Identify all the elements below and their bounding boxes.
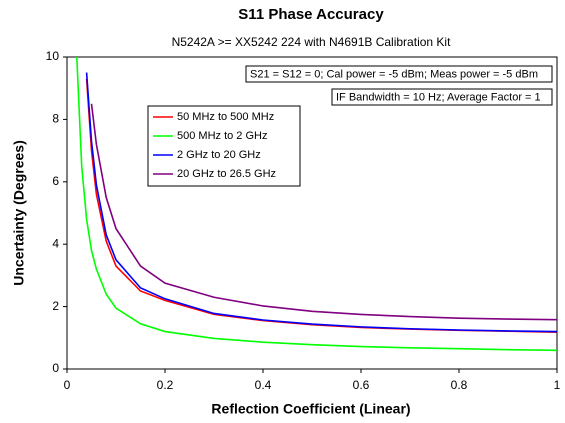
legend-label: 2 GHz to 20 GHz	[177, 149, 261, 161]
y-tick-label: 6	[52, 174, 59, 188]
annotation: S21 = S12 = 0; Cal power = -5 dBm; Meas …	[250, 68, 538, 80]
annotation-box	[245, 65, 553, 83]
x-tick-label: 0.6	[353, 378, 370, 392]
y-axis-label: Uncertainty (Degrees)	[11, 140, 27, 286]
y-tick-label: 10	[46, 49, 60, 63]
y-tick-label: 4	[52, 236, 59, 250]
legend-label: 50 MHz to 500 MHz	[177, 111, 274, 123]
series-line	[90, 103, 558, 321]
series-line	[85, 72, 558, 333]
y-tick-label: 2	[52, 299, 59, 313]
x-tick-label: 0.4	[255, 378, 272, 392]
annotation-box	[331, 88, 553, 106]
x-tick-label: 1	[554, 378, 561, 392]
y-tick-label: 8	[52, 112, 59, 126]
legend-label: 500 MHz to 2 GHz	[177, 130, 267, 142]
x-axis-label: Reflection Coefficient (Linear)	[211, 401, 410, 417]
x-tick-label: 0.2	[157, 378, 174, 392]
chart-title: S11 Phase Accuracy	[238, 6, 384, 23]
series-line	[76, 56, 558, 352]
x-tick-label: 0	[64, 378, 71, 392]
x-tick-label: 0.8	[451, 378, 468, 392]
plot-frame	[66, 56, 558, 370]
legend-label: 20 GHz to 26.5 GHz	[177, 168, 276, 180]
y-tick-label: 0	[52, 361, 59, 375]
annotation: IF Bandwidth = 10 Hz; Average Factor = 1	[336, 91, 541, 103]
chart-subtitle: N5242A >= XX5242 224 with N4691B Calibra…	[172, 35, 452, 49]
legend-box	[147, 105, 301, 187]
